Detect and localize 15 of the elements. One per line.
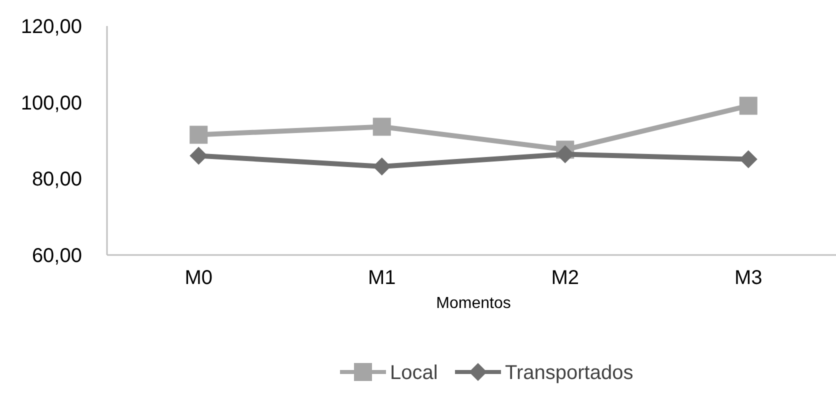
- x-tick-label: M2: [551, 267, 580, 289]
- y-tick-label: 80,00: [32, 168, 82, 191]
- point: [190, 126, 208, 144]
- y-tick-label: 100,00: [20, 92, 82, 114]
- point: [190, 146, 208, 165]
- legend-label: Transportados: [505, 362, 634, 384]
- point: [372, 118, 391, 136]
- y-tick-label: 60,00: [32, 245, 82, 267]
- point: [739, 96, 758, 115]
- x-tick-label: M1: [368, 267, 396, 289]
- x-tick-label: M3: [734, 267, 762, 289]
- x-tick-label: M0: [184, 267, 213, 289]
- x-axis-title: Momentos: [436, 295, 511, 312]
- y-tick-label: 120,00: [20, 16, 82, 38]
- legend-label: Local: [390, 362, 438, 384]
